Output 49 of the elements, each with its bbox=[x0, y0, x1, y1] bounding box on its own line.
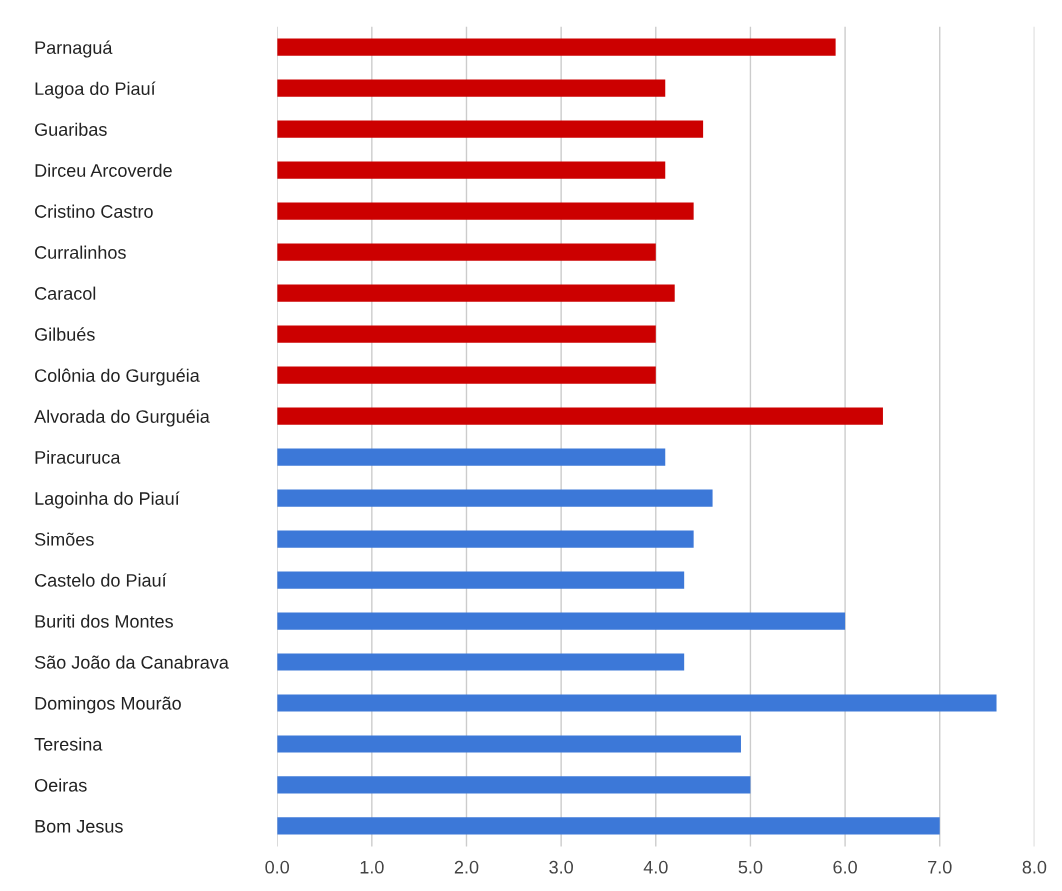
y-tick-label: Dirceu Arcoverde bbox=[35, 163, 172, 177]
x-tick-label: 6.0 bbox=[833, 860, 857, 874]
y-tick-label: Lagoinha do Piauí bbox=[35, 491, 180, 509]
bar bbox=[277, 776, 751, 794]
x-tick-label: 0.0 bbox=[265, 860, 290, 874]
bar bbox=[277, 79, 666, 97]
bar bbox=[277, 694, 997, 712]
bar bbox=[277, 243, 656, 261]
bar bbox=[277, 530, 694, 548]
y-tick-label: Parnaguá bbox=[35, 40, 113, 58]
bar bbox=[277, 120, 704, 138]
x-tick-label: 2.0 bbox=[454, 860, 479, 874]
x-tick-label: 3.0 bbox=[549, 860, 573, 874]
bar bbox=[277, 571, 685, 589]
y-tick-label: Piracuruca bbox=[35, 450, 121, 464]
y-tick-label: Castelo do Piauí bbox=[35, 573, 167, 587]
x-tick-label: 5.0 bbox=[738, 860, 763, 874]
y-tick-label: Buriti dos Montes bbox=[35, 614, 173, 628]
bar bbox=[277, 202, 694, 220]
y-tick-label: Gilbués bbox=[35, 327, 95, 341]
bar bbox=[277, 612, 846, 630]
y-tick-label: Teresina bbox=[34, 737, 103, 751]
bar bbox=[277, 366, 656, 384]
bar bbox=[277, 284, 675, 302]
y-tick-label: Colônia do Gurguéia bbox=[35, 368, 200, 386]
y-tick-label: Curralinhos bbox=[35, 245, 126, 259]
bar bbox=[277, 325, 656, 343]
y-tick-label: Bom Jesus bbox=[35, 820, 123, 833]
bar bbox=[277, 407, 883, 425]
y-tick-label: Caracol bbox=[35, 286, 96, 300]
x-tick-label: 7.0 bbox=[928, 860, 952, 874]
y-tick-label: Oeiras bbox=[34, 778, 87, 792]
x-tick-label: 8.0 bbox=[1022, 860, 1047, 874]
y-tick-label: Domingos Mourão bbox=[35, 696, 181, 714]
bar bbox=[277, 817, 940, 835]
x-tick-label: 4.0 bbox=[643, 860, 668, 874]
bar bbox=[277, 653, 685, 671]
bar bbox=[277, 161, 666, 179]
bar bbox=[277, 489, 713, 507]
y-tick-label: Simões bbox=[34, 532, 94, 546]
x-tick-label: 1.0 bbox=[360, 860, 384, 874]
y-tick-label: Alvorada do Gurguéia bbox=[34, 409, 210, 427]
y-tick-label: Lagoa do Piauí bbox=[35, 81, 156, 99]
bar bbox=[277, 38, 836, 56]
bar bbox=[277, 735, 741, 753]
y-tick-label: Cristino Castro bbox=[35, 204, 153, 218]
y-tick-label: Guaribas bbox=[35, 122, 107, 136]
y-tick-label: São João da Canabrava bbox=[34, 655, 229, 669]
bar bbox=[277, 448, 666, 466]
